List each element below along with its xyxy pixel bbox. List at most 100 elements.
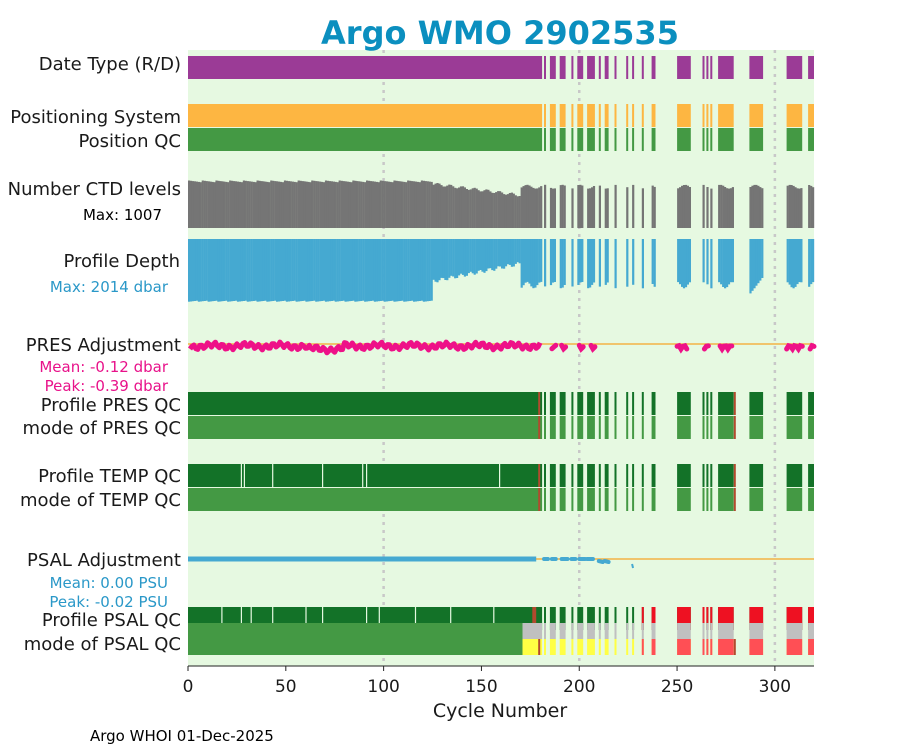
mode-psal-qc-gray [706, 623, 709, 639]
ctd-levels-bar [534, 188, 537, 228]
profile-psal-qc-gap [450, 607, 452, 630]
profile-depth-bar [808, 239, 811, 287]
profile-depth-bar [563, 239, 566, 285]
mode-psal-qc-yellow [577, 639, 584, 655]
mode-temp-qc-bar [718, 488, 734, 511]
date-type-bar [626, 56, 629, 79]
ctd-levels-bar [448, 184, 451, 228]
ctd-levels-bar [495, 192, 498, 228]
ctd-levels-bar [250, 181, 253, 228]
ctd-levels-bar [641, 188, 644, 228]
ctd-levels-bar [283, 180, 287, 228]
mode-psal-qc-gray [587, 623, 595, 639]
ctd-levels-bar [475, 188, 478, 228]
position-qc-bar [808, 128, 814, 151]
profile-depth-bar [272, 239, 275, 301]
profile-depth-bar [389, 239, 392, 301]
ctd-levels-bar [209, 181, 212, 228]
ctd-levels-bar [387, 181, 390, 228]
positioning-bar [718, 104, 734, 127]
profile-depth-bar [338, 239, 341, 302]
positioning-bar [571, 104, 574, 127]
ctd-levels-bar [579, 184, 582, 228]
profile-depth-bar [788, 239, 791, 285]
position-qc-bar [677, 128, 691, 151]
positioning-bar [626, 104, 629, 127]
ctd-levels-bar [561, 184, 564, 228]
profile-pres-qc-bar [641, 392, 644, 415]
plot-background [188, 50, 814, 666]
ctd-levels-bar [477, 190, 480, 228]
profile-depth-bar [270, 239, 273, 302]
mode-temp-qc-bar [188, 488, 543, 511]
mode-temp-qc-bar [544, 488, 546, 511]
ctd-levels-bar [727, 188, 731, 228]
ctd-levels-bar [307, 181, 310, 228]
ctd-levels-bar [375, 181, 378, 228]
mode-temp-qc-bar [577, 488, 584, 511]
profile-depth-bar [442, 239, 445, 279]
x-tick-label-150: 150 [465, 677, 497, 697]
profile-temp-qc-bar [808, 464, 814, 487]
mode-temp-qc-bar [559, 488, 566, 511]
mode-pres-qc-bar [749, 416, 764, 439]
profile-depth-bar [266, 239, 269, 302]
profile-depth-bar [233, 239, 236, 301]
profile-depth-bar [448, 239, 451, 278]
profile-depth-bar [467, 239, 470, 274]
ctd-levels-bar [395, 180, 398, 228]
profile-pres-qc-flag [538, 392, 541, 415]
profile-pres-qc-bar [549, 392, 556, 415]
positioning-bar [786, 104, 803, 127]
ctd-levels-bar [371, 181, 375, 228]
profile-depth-bar [397, 239, 400, 302]
profile-depth-bar [387, 239, 390, 302]
profile-psal-qc-flag [808, 607, 814, 630]
profile-pres-qc-bar [188, 392, 543, 415]
ctd-levels-bar [256, 180, 259, 228]
ctd-levels-bar [808, 185, 811, 228]
profile-depth-bar [686, 239, 689, 285]
profile-depth-bar [589, 239, 592, 288]
profile-depth-bar [399, 239, 402, 301]
chart-title: Argo WMO 2902535 [321, 14, 679, 52]
profile-depth-bar [587, 239, 590, 289]
ctd-levels-bar [514, 195, 517, 228]
profile-depth-bar [268, 239, 271, 302]
ctd-levels-bar [379, 180, 382, 228]
mode-psal-qc-flag [710, 639, 713, 655]
ctd-levels-bar [436, 183, 439, 228]
ctd-levels-bar [796, 188, 799, 228]
profile-temp-qc-bar [559, 464, 566, 487]
profile-depth-bar [514, 239, 517, 264]
ctd-levels-bar [211, 181, 214, 228]
mode-pres-qc-bar [544, 416, 546, 439]
mode-psal-qc-flag [706, 639, 709, 655]
ctd-levels-bar [428, 181, 431, 228]
ctd-levels-bar [403, 181, 406, 228]
profile-depth-bar [197, 239, 200, 302]
profile-depth-bar [591, 239, 594, 285]
profile-pres-qc-bar [626, 392, 629, 415]
ctd-levels-bar [274, 181, 277, 228]
mode-temp-qc-bar [786, 488, 803, 511]
ctd-levels-bar [718, 184, 721, 228]
ctd-levels-bar [524, 185, 527, 228]
profile-depth-bar [504, 239, 508, 267]
profile-depth-bar [391, 239, 394, 301]
ctd-levels-bar [414, 181, 418, 228]
ctd-levels-bar [706, 187, 709, 228]
ctd-levels-bar [471, 188, 474, 228]
ctd-levels-bar [193, 181, 197, 228]
profile-depth-bar [283, 239, 287, 301]
ctd-levels-bar [520, 187, 523, 228]
profile-depth-bar [252, 239, 255, 301]
mode-temp-qc-bar [706, 488, 709, 511]
ctd-levels-bar [383, 181, 386, 228]
ctd-levels-bar [324, 180, 328, 228]
date-type-bar [786, 56, 803, 79]
profile-depth-bar [279, 239, 283, 302]
profile-depth-bar [749, 239, 752, 294]
ctd-levels-bar [679, 187, 682, 228]
position-qc-bar [632, 128, 635, 151]
